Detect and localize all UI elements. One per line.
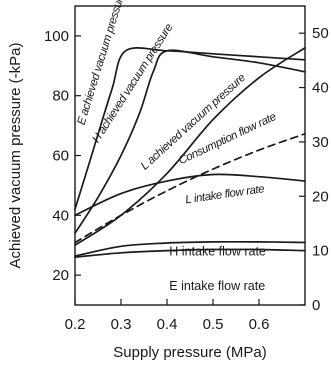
x-axis-title: Supply pressure (MPa) — [113, 344, 266, 361]
x-tick-label: 0.2 — [65, 316, 86, 333]
x-tick-label: 0.5 — [203, 316, 224, 333]
y-tick-label: 20 — [52, 267, 69, 284]
series-lines — [74, 47, 306, 259]
y-axis-title: Achieved vacuum pressure (-kPa) — [7, 43, 24, 269]
y2-tick-label: 30 — [312, 134, 329, 151]
y2-tick-label: 10 — [312, 243, 329, 260]
series-line-e-achieved-vacuum-pressure — [74, 47, 306, 211]
annotation-l-intake-flow-rate: L intake flow rate — [185, 183, 265, 206]
series-line-l-intake-flow-rate — [74, 173, 306, 217]
y-tick-label: 100 — [44, 28, 69, 45]
tick-marks — [74, 32, 305, 306]
y-tick-label: 40 — [52, 207, 69, 224]
y2-tick-label: 50 — [312, 25, 329, 42]
annotation-e-intake-flow-rate: E intake flow rate — [169, 279, 265, 293]
x-tick-label: 0.3 — [111, 316, 132, 333]
tick-labels: 0.2 0.3 0.4 0.5 0.6 20 40 60 80 100 0 10 20 30 40 50 — [44, 25, 329, 333]
y-tick-label: 80 — [52, 88, 69, 105]
series-line-consumption-flow-rate — [74, 132, 306, 244]
y2-tick-label: 40 — [312, 80, 329, 97]
series-line-e-intake-flow-rate — [74, 248, 306, 259]
series-line-h-intake-flow-rate — [74, 240, 306, 257]
y2-tick-label: 0 — [312, 297, 320, 314]
x-tick-label: 0.4 — [157, 316, 178, 333]
series-line-h-achieved-vacuum-pressure — [74, 49, 306, 235]
x-tick-label: 0.6 — [249, 316, 270, 333]
y-tick-label: 60 — [52, 148, 69, 165]
annotation-h-intake-flow-rate: H intake flow rate — [169, 245, 266, 259]
y2-tick-label: 20 — [312, 188, 329, 205]
